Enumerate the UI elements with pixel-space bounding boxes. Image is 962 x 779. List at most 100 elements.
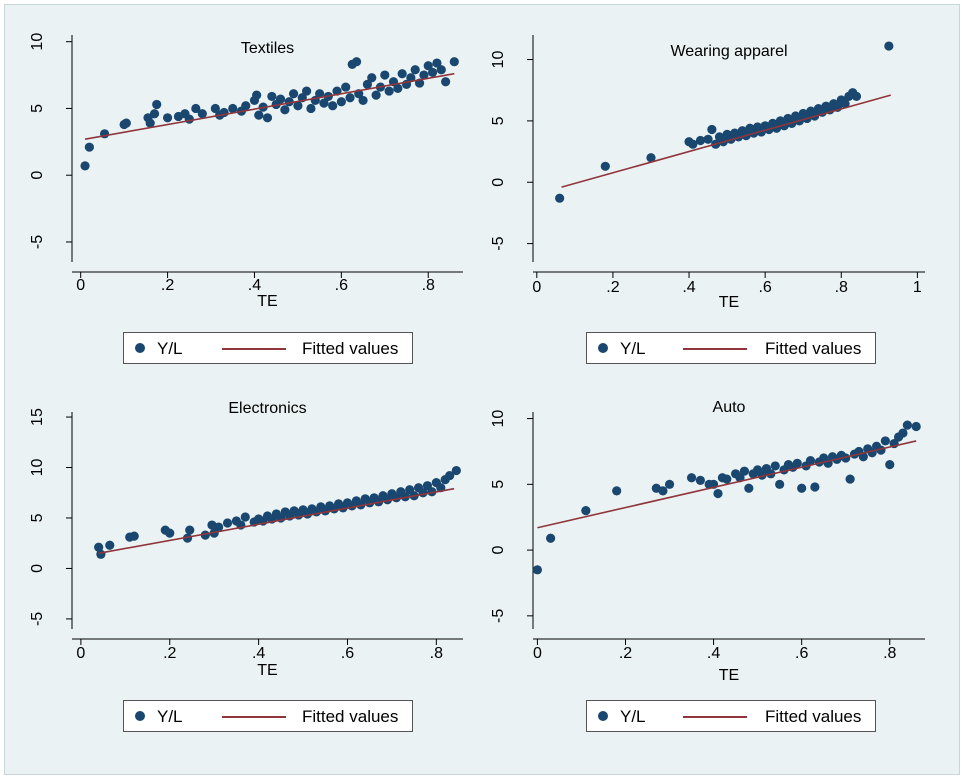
legend-marker-icon [598, 711, 608, 721]
data-point [845, 474, 855, 484]
y-tick-label: 5 [490, 116, 507, 125]
data-point [713, 488, 723, 499]
data-point [441, 77, 451, 87]
data-point [840, 99, 850, 109]
y-tick-label: 10 [490, 51, 507, 69]
panel-textiles: -5 0 5 10 0 .2 .4 .6 .8 Textiles TE [29, 33, 463, 310]
data-point [449, 57, 459, 67]
x-tick-label: 0 [76, 645, 85, 662]
panel-wearing-apparel: -5 0 5 10 0 .2 .4 .6 .8 1 Wearing apparel TE [490, 35, 925, 311]
y-tick-label: 10 [490, 410, 507, 428]
data-point [410, 65, 420, 75]
legend-label-yl: Y/L [157, 339, 183, 358]
data-point [184, 114, 194, 124]
legend-marker-icon [598, 343, 608, 353]
data-point [241, 101, 251, 111]
data-point [319, 98, 329, 108]
x-tick-label: .6 [758, 279, 771, 296]
data-point [351, 57, 362, 67]
data-point [695, 135, 706, 146]
data-point [380, 70, 390, 80]
data-point [722, 474, 732, 484]
data-point [240, 512, 250, 522]
data-point [532, 565, 543, 575]
y-tick-label: 0 [29, 171, 46, 180]
y-tick-label: 10 [29, 459, 46, 477]
x-tick-label: .8 [835, 279, 848, 296]
y-tick-label: 0 [490, 178, 507, 187]
panel-title: Electronics [228, 400, 306, 417]
x-axis-label: TE [257, 293, 277, 310]
panel-title: Wearing apparel [670, 43, 787, 60]
x-tick-label: .8 [883, 645, 896, 662]
data-point [703, 134, 713, 144]
data-point [121, 118, 131, 128]
x-tick-label: .6 [335, 277, 348, 294]
data-point [646, 153, 656, 163]
data-point [182, 533, 193, 543]
data-point [851, 91, 862, 101]
legend-electronics: Y/L Fitted values [123, 700, 413, 732]
data-point [105, 540, 115, 550]
data-point [129, 531, 139, 541]
data-point [432, 58, 442, 68]
data-point [345, 93, 355, 103]
data-point [341, 82, 351, 92]
data-point [84, 142, 94, 152]
figure-background [4, 4, 960, 775]
y-tick-label: 10 [29, 33, 46, 51]
data-point [302, 86, 312, 96]
y-tick-label: -5 [490, 609, 507, 623]
x-tick-label: .6 [341, 645, 354, 662]
y-tick-label: -5 [29, 235, 46, 249]
data-point [744, 483, 754, 493]
data-point [898, 428, 908, 438]
data-point [191, 103, 201, 114]
data-point [911, 421, 921, 432]
data-point [427, 487, 437, 497]
data-point [581, 506, 591, 516]
data-point [546, 533, 556, 543]
legend-label-fitted: Fitted values [302, 339, 399, 358]
x-tick-label: 0 [532, 279, 541, 296]
data-point [275, 94, 286, 104]
data-point [797, 483, 807, 493]
data-point [658, 486, 668, 496]
y-tick-label: 5 [29, 513, 46, 522]
legend-line-icon [683, 716, 747, 718]
data-point [436, 65, 446, 75]
x-tick-label: .4 [252, 645, 265, 662]
data-point [707, 124, 717, 135]
fitted-line [537, 440, 917, 529]
y-tick-label: 0 [490, 546, 507, 555]
data-point [293, 101, 303, 111]
data-point [288, 89, 299, 99]
legend-label-yl: Y/L [620, 707, 646, 726]
x-tick-label: .2 [619, 645, 632, 662]
data-point [152, 99, 162, 110]
data-point [805, 456, 816, 466]
panel-auto: -5 0 5 10 0 .2 .4 .6 .8 Auto TE [490, 399, 925, 684]
data-point [197, 109, 207, 119]
data-point [306, 103, 316, 114]
data-point [252, 90, 262, 100]
data-point [336, 97, 346, 107]
legend-line-icon [222, 348, 286, 350]
x-tick-label: .8 [422, 277, 435, 294]
y-tick-label: -5 [490, 236, 507, 250]
legend-label-fitted: Fitted values [302, 707, 399, 726]
data-point [397, 69, 407, 79]
data-point [328, 101, 338, 111]
data-point [695, 475, 705, 485]
x-tick-label: 1 [913, 279, 922, 296]
x-axis-label: TE [719, 294, 739, 311]
data-point [902, 420, 912, 430]
data-point [254, 110, 264, 120]
y-tick-label: -5 [29, 612, 46, 626]
y-tick-label: 5 [29, 104, 46, 113]
data-point [427, 67, 438, 77]
y-tick-label: 15 [29, 408, 46, 426]
legend-auto: Y/L Fitted values [586, 700, 876, 732]
data-point [371, 90, 381, 100]
